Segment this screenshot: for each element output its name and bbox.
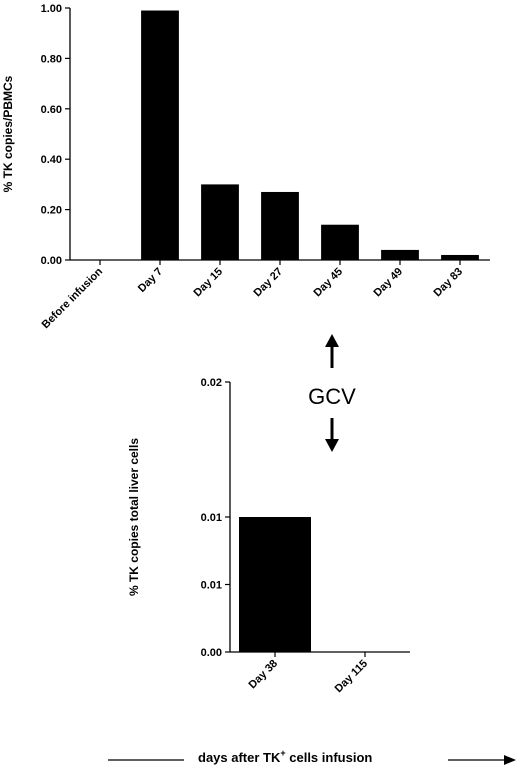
c0-bar-1 [141,10,179,260]
c1-ytick-label-1: 0.01 [201,580,222,592]
footer-text: days after TK+ cells infusion [198,748,372,765]
footer-superscript: + [280,748,285,758]
top-bar-chart: 0.00 0.20 0.40 0.60 0.80 1.00 Before infusion D… [1,3,490,331]
c0-ytick-label-5: 1.00 [41,3,62,15]
gcv-annotation: GCV [308,334,356,452]
c0-xtick-label-5: Day 49 [372,266,406,300]
c1-xtick-label-1: Day 115 [333,658,370,695]
c1-bar-0 [239,517,311,652]
c1-ytick-label-2: 0.01 [201,512,222,524]
c0-bar-2 [201,184,239,260]
c0-ytick-label-1: 0.20 [41,205,62,217]
footer-arrow-head [504,755,516,765]
up-arrow-head [325,334,339,347]
c0-xtick-label-3: Day 27 [252,266,286,300]
gcv-label: GCV [308,384,356,409]
footer-text-before: days after TK [198,750,281,765]
c0-bar-4 [321,224,359,260]
c0-xtick-label-0: Before infusion [40,265,106,331]
footer-axis-note: days after TK+ cells infusion [108,748,516,765]
c0-xtick-label-6: Day 83 [432,266,466,300]
c1-xtick-label-0: Day 38 [247,658,281,692]
c0-xtick-label-1: Day 7 [136,266,165,295]
c0-bar-3 [261,191,299,260]
c1-y-axis-title: % TK copies total liver cells [127,438,141,596]
c0-ytick-label-0: 0.00 [41,255,62,267]
down-arrow-head [325,439,339,452]
c1-ytick-label-0: 0.00 [201,647,222,659]
c0-xtick-label-2: Day 15 [192,266,226,300]
footer-text-after: cells infusion [286,750,373,765]
c0-ytick-label-2: 0.40 [41,154,62,166]
c0-xtick-label-4: Day 45 [312,266,346,300]
c0-bar-6 [441,254,479,260]
c0-ytick-label-3: 0.60 [41,104,62,116]
c0-ytick-label-4: 0.80 [41,53,62,65]
c1-ytick-label-3: 0.02 [201,377,222,389]
c0-y-axis-title: % TK copies/PBMCs [1,75,15,192]
c0-bar-5 [381,249,419,260]
bottom-bar-chart: 0.00 0.01 0.01 0.02 Day 38 Day 115 % TK copies… [127,377,410,695]
